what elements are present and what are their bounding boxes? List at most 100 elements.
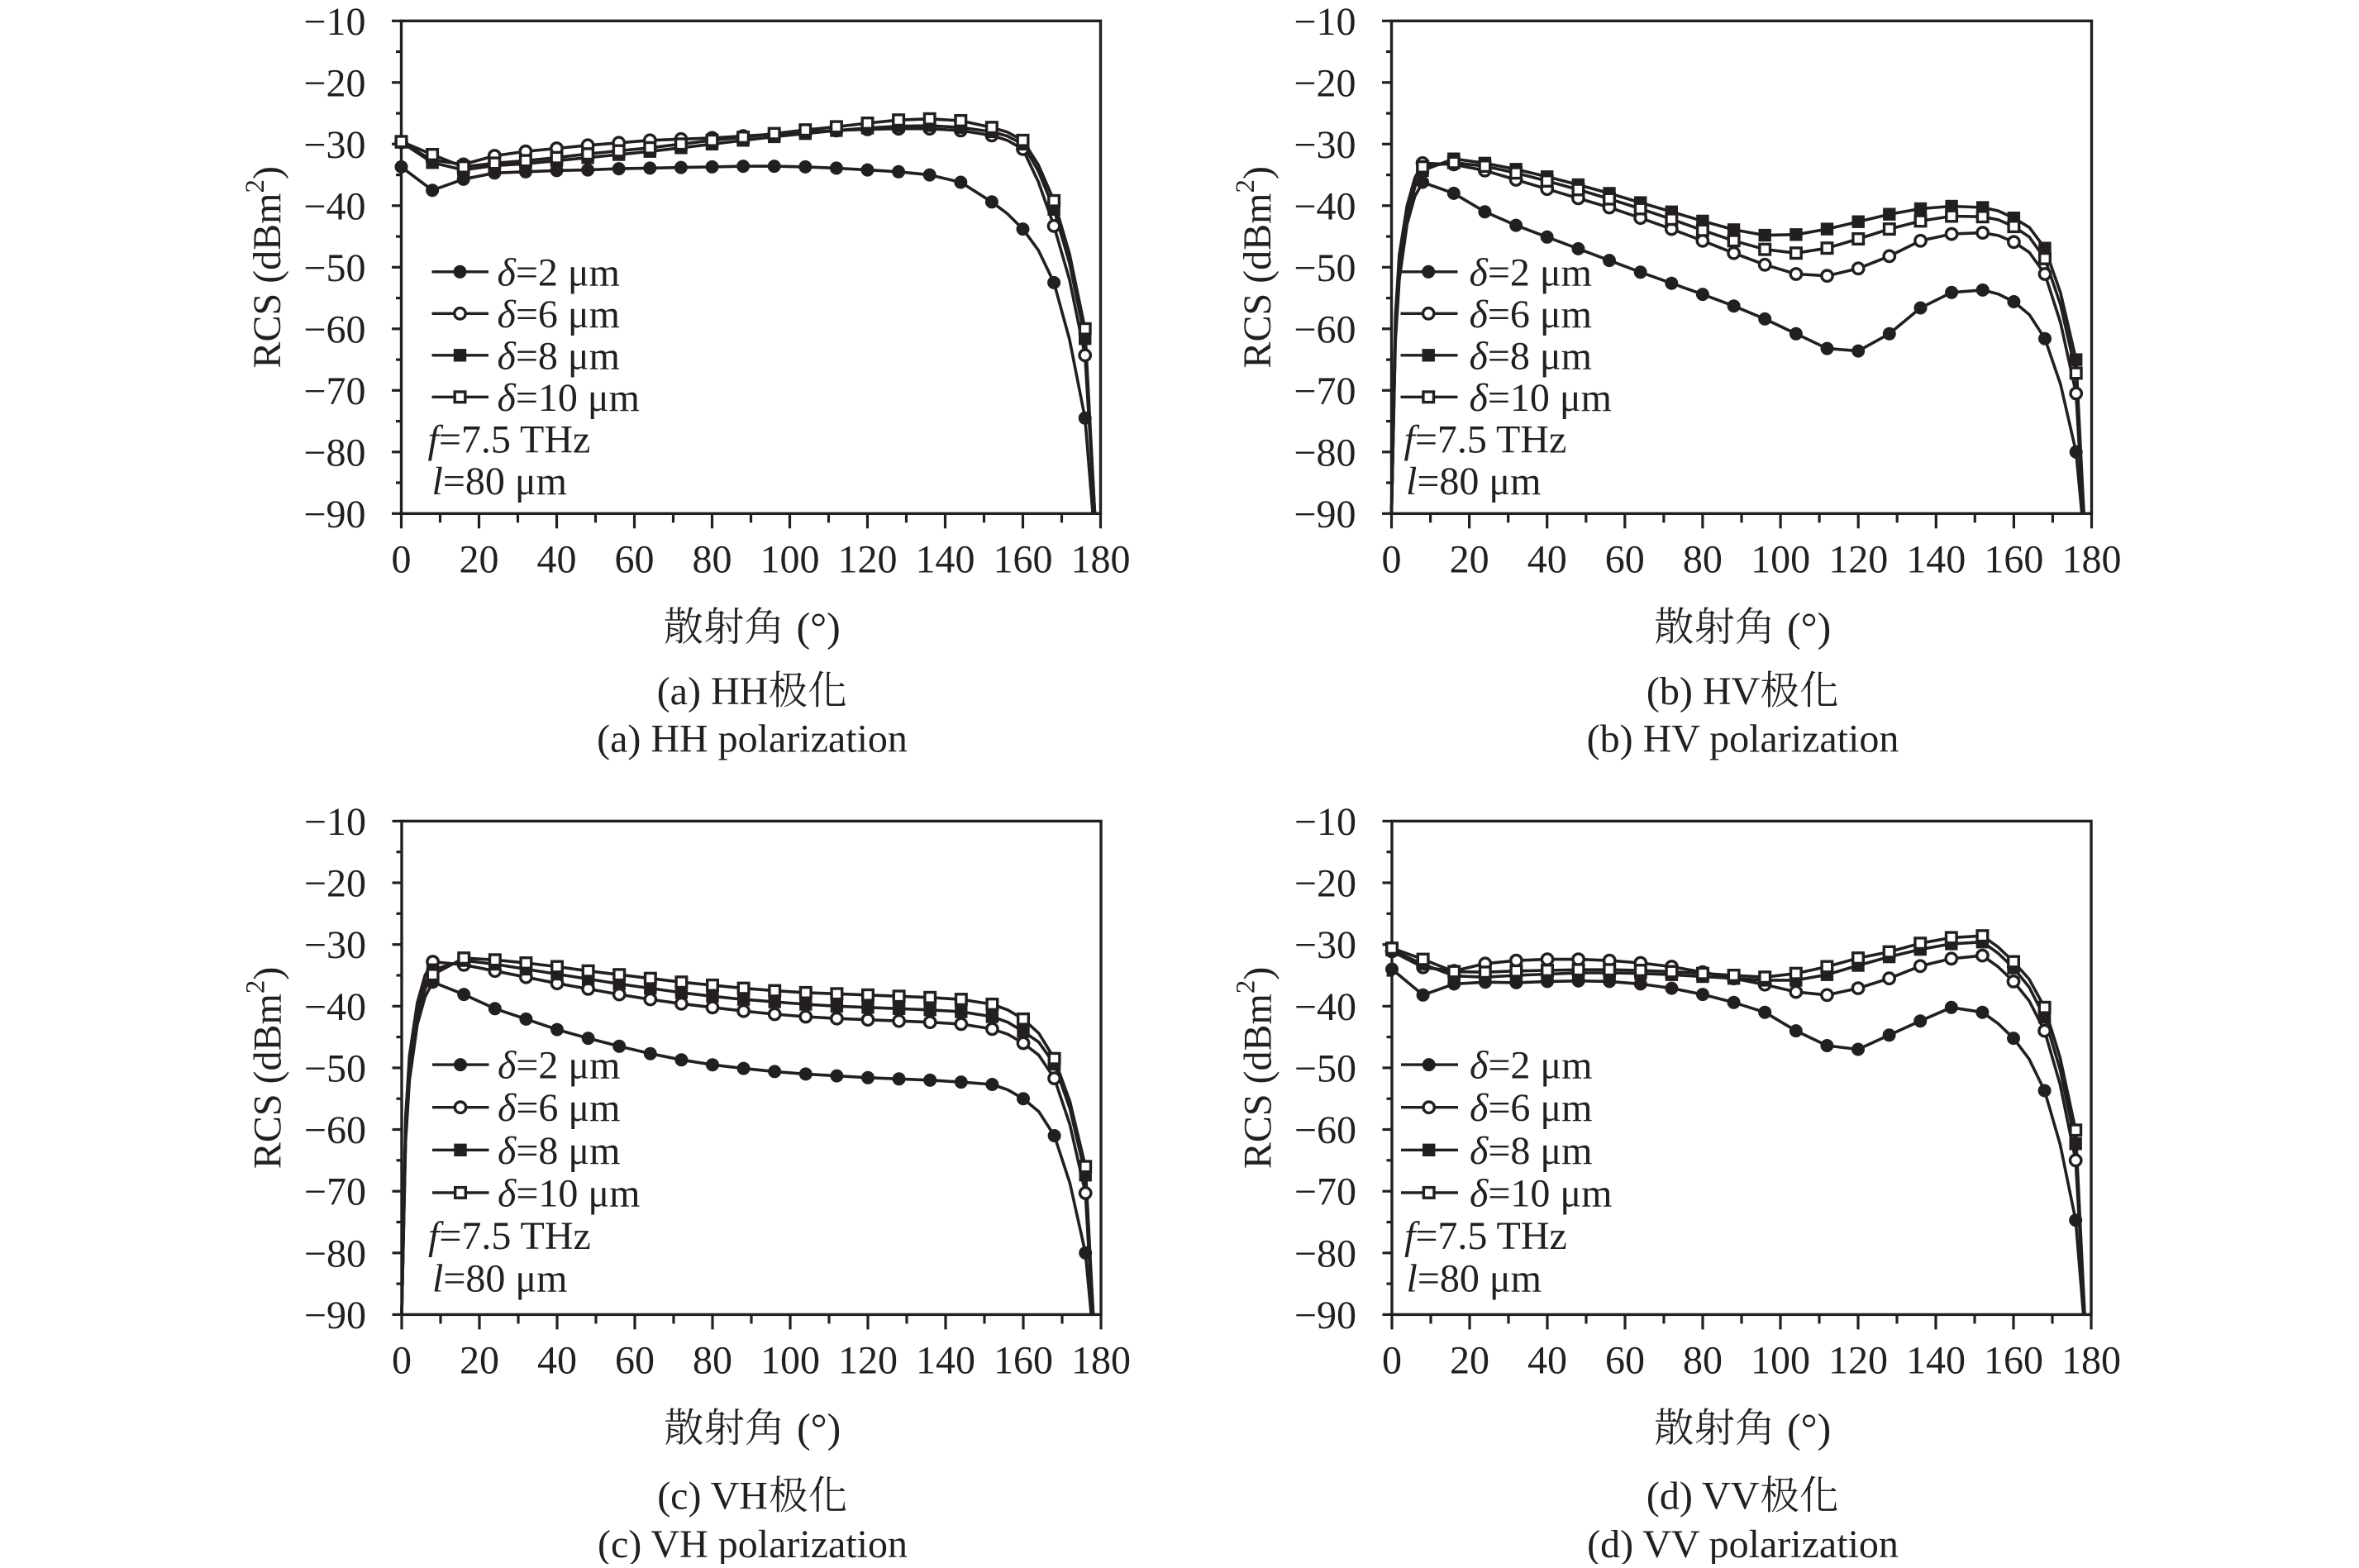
svg-text:40: 40 xyxy=(1527,1338,1567,1382)
svg-text:−60: −60 xyxy=(304,1108,366,1152)
svg-text:−30: −30 xyxy=(1294,123,1356,167)
svg-text:120: 120 xyxy=(1828,1338,1888,1382)
svg-text:−40: −40 xyxy=(1294,184,1356,228)
svg-text:180: 180 xyxy=(1071,537,1131,581)
svg-text:−30: −30 xyxy=(303,123,365,167)
svg-text:−70: −70 xyxy=(1294,1170,1356,1214)
svg-text:−70: −70 xyxy=(304,1170,366,1214)
svg-text:δ=10 μm: δ=10 μm xyxy=(498,1171,640,1215)
svg-text:20: 20 xyxy=(1450,537,1489,581)
svg-text:δ=10 μm: δ=10 μm xyxy=(498,376,640,420)
svg-text:100: 100 xyxy=(760,1338,820,1382)
svg-text:−30: −30 xyxy=(1294,923,1356,967)
svg-text:−10: −10 xyxy=(304,800,366,844)
svg-text:(d) VV: (d) VV xyxy=(1647,1475,1760,1518)
svg-text:40: 40 xyxy=(537,537,577,581)
svg-text:(c) VH: (c) VH xyxy=(657,1475,768,1518)
svg-text:−20: −20 xyxy=(1294,862,1356,906)
svg-text:−60: −60 xyxy=(1294,1108,1356,1152)
svg-text:120: 120 xyxy=(838,1338,898,1382)
svg-text:60: 60 xyxy=(615,1338,655,1382)
svg-text:(c) VH polarization: (c) VH polarization xyxy=(598,1523,908,1564)
svg-text:l=80 μm: l=80 μm xyxy=(432,1257,567,1301)
svg-text:80: 80 xyxy=(1683,1338,1723,1382)
svg-text:(a) HH polarization: (a) HH polarization xyxy=(597,717,908,760)
svg-text:160: 160 xyxy=(1984,537,2043,581)
svg-text:−60: −60 xyxy=(1294,307,1356,351)
svg-text:−40: −40 xyxy=(303,184,365,228)
svg-text:−90: −90 xyxy=(304,1294,366,1337)
svg-text:80: 80 xyxy=(693,1338,732,1382)
svg-text:20: 20 xyxy=(1450,1338,1489,1382)
svg-text:f=7.5 THz: f=7.5 THz xyxy=(1404,417,1567,461)
svg-text:(b) HV polarization: (b) HV polarization xyxy=(1587,717,1899,760)
svg-text:140: 140 xyxy=(1906,537,1966,581)
svg-text:20: 20 xyxy=(460,1338,499,1382)
svg-text:δ=8 μm: δ=8 μm xyxy=(498,334,620,378)
svg-text:180: 180 xyxy=(2061,1338,2121,1382)
svg-text:l=80 μm: l=80 μm xyxy=(1406,460,1541,503)
svg-text:(°): (°) xyxy=(1787,1404,1831,1451)
svg-text:(°): (°) xyxy=(1787,603,1831,650)
svg-text:RCS (dBm2): RCS (dBm2) xyxy=(241,166,289,369)
svg-text:f=7.5 THz: f=7.5 THz xyxy=(428,417,591,461)
svg-text:−50: −50 xyxy=(1294,246,1356,290)
svg-text:δ=2 μm: δ=2 μm xyxy=(1470,250,1592,294)
svg-text:80: 80 xyxy=(693,537,732,581)
svg-text:RCS (dBm2): RCS (dBm2) xyxy=(1232,967,1280,1170)
svg-text:δ=6 μm: δ=6 μm xyxy=(498,293,620,336)
svg-text:−40: −40 xyxy=(1294,985,1356,1029)
svg-text:60: 60 xyxy=(1605,537,1645,581)
svg-text:−60: −60 xyxy=(303,307,365,351)
svg-text:(°): (°) xyxy=(797,603,841,650)
svg-text:60: 60 xyxy=(1605,1338,1645,1382)
svg-text:0: 0 xyxy=(1382,537,1402,581)
svg-text:−20: −20 xyxy=(304,862,366,906)
svg-text:(d) VV polarization: (d) VV polarization xyxy=(1587,1523,1899,1564)
svg-text:−90: −90 xyxy=(1294,1294,1356,1337)
svg-text:160: 160 xyxy=(994,1338,1053,1382)
svg-text:180: 180 xyxy=(1071,1338,1131,1382)
svg-text:δ=6 μm: δ=6 μm xyxy=(1470,1086,1592,1130)
svg-text:−90: −90 xyxy=(1294,493,1356,536)
svg-text:−50: −50 xyxy=(1294,1046,1356,1090)
svg-text:40: 40 xyxy=(1527,537,1567,581)
svg-text:−90: −90 xyxy=(303,493,365,536)
svg-text:0: 0 xyxy=(392,1338,412,1382)
svg-text:160: 160 xyxy=(1984,1338,2043,1382)
svg-text:δ=8 μm: δ=8 μm xyxy=(498,1129,620,1173)
svg-text:−80: −80 xyxy=(304,1232,366,1275)
svg-text:l=80 μm: l=80 μm xyxy=(432,460,567,503)
svg-text:0: 0 xyxy=(1382,1338,1402,1382)
svg-text:δ=8 μm: δ=8 μm xyxy=(1470,334,1592,378)
svg-text:0: 0 xyxy=(392,537,412,581)
svg-text:δ=10 μm: δ=10 μm xyxy=(1470,376,1612,420)
svg-text:120: 120 xyxy=(838,537,898,581)
svg-text:δ=2 μm: δ=2 μm xyxy=(498,1044,620,1088)
svg-text:−10: −10 xyxy=(303,0,365,44)
svg-text:140: 140 xyxy=(916,537,975,581)
svg-text:−10: −10 xyxy=(1294,0,1356,44)
svg-text:180: 180 xyxy=(2062,537,2122,581)
svg-text:RCS (dBm2): RCS (dBm2) xyxy=(1231,166,1280,369)
svg-text:δ=6 μm: δ=6 μm xyxy=(498,1086,620,1130)
svg-text:140: 140 xyxy=(1906,1338,1966,1382)
svg-text:(b) HV: (b) HV xyxy=(1647,670,1761,713)
svg-text:f=7.5 THz: f=7.5 THz xyxy=(428,1214,591,1258)
svg-text:160: 160 xyxy=(994,537,1053,581)
svg-text:120: 120 xyxy=(1828,537,1888,581)
svg-text:δ=2 μm: δ=2 μm xyxy=(498,250,620,294)
svg-text:140: 140 xyxy=(916,1338,975,1382)
svg-text:−50: −50 xyxy=(304,1046,366,1090)
svg-text:δ=2 μm: δ=2 μm xyxy=(1470,1044,1592,1088)
svg-text:80: 80 xyxy=(1683,537,1723,581)
svg-text:(a) HH: (a) HH xyxy=(657,670,769,713)
svg-text:−50: −50 xyxy=(303,246,365,290)
svg-text:−70: −70 xyxy=(1294,369,1356,413)
svg-text:−30: −30 xyxy=(304,923,366,967)
svg-text:f=7.5 THz: f=7.5 THz xyxy=(1404,1214,1567,1258)
svg-text:RCS (dBm2): RCS (dBm2) xyxy=(241,967,290,1170)
svg-text:l=80 μm: l=80 μm xyxy=(1407,1257,1542,1301)
svg-text:100: 100 xyxy=(760,537,820,581)
svg-text:−80: −80 xyxy=(1294,431,1356,474)
